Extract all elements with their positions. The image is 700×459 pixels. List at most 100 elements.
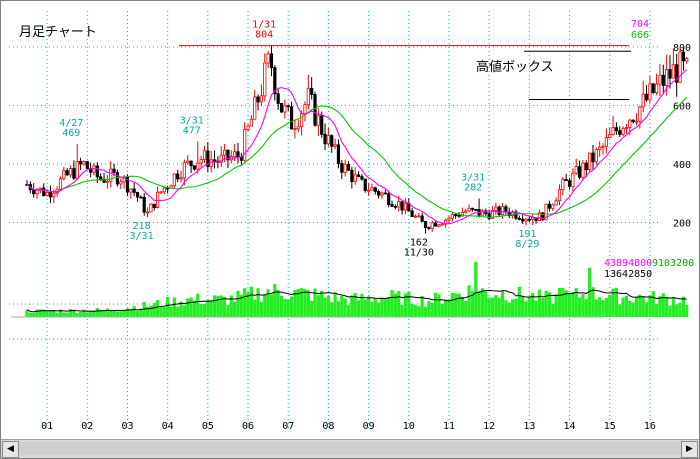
volume-bar <box>259 301 264 317</box>
candle-body <box>356 174 361 178</box>
scroll-track[interactable] <box>19 442 681 455</box>
volume-bar <box>527 296 531 317</box>
candle-body <box>179 177 183 180</box>
volume-bar <box>661 293 665 317</box>
volume-bar <box>176 306 180 317</box>
candle-body <box>119 181 123 185</box>
candle-body <box>373 187 377 192</box>
volume-bar <box>236 290 240 317</box>
volume-bar <box>447 299 451 317</box>
candle-body <box>387 193 391 205</box>
x-tick-label: 04 <box>162 421 174 432</box>
candle-body <box>42 187 46 196</box>
volume-bar <box>212 295 217 317</box>
volume-bar <box>390 289 394 317</box>
volume-bar <box>99 309 103 317</box>
candle-body <box>588 152 592 171</box>
chart-canvas: 01 02 03 04 05 06 07 08 09 10 11 12 13 14 15 16 200 400 60… <box>9 11 694 432</box>
volume-bar <box>397 291 401 317</box>
candle-body <box>601 145 605 148</box>
candle-body <box>554 200 558 206</box>
volume-bar <box>243 288 247 317</box>
x-tick-label: 01 <box>41 421 53 432</box>
candle-body <box>219 154 223 163</box>
candle-body <box>363 178 367 191</box>
volume-bar <box>474 261 478 317</box>
scroll-right-button[interactable]: ▶ <box>681 441 698 458</box>
candle-body <box>648 83 652 101</box>
volume-bar <box>313 288 317 317</box>
candle-body <box>380 192 384 196</box>
annotation-date: 3/31 <box>180 115 204 126</box>
volume-bar <box>62 312 66 317</box>
volume-bar <box>119 311 123 317</box>
volume-bar <box>233 301 237 317</box>
ma-short-label: 704 <box>631 19 649 30</box>
scroll-left-button[interactable]: ◀ <box>2 441 19 458</box>
volume-bar <box>467 285 471 317</box>
candle-body <box>256 96 260 103</box>
candle-body <box>474 208 478 211</box>
candle-body <box>544 203 548 221</box>
volume-bar <box>685 304 689 317</box>
volume-label-3: 13642850 <box>604 269 652 280</box>
candle-body <box>142 196 146 213</box>
volume-bar <box>611 288 615 317</box>
candle-body <box>289 106 294 130</box>
volume-bar <box>132 306 136 317</box>
volume-bar <box>678 302 682 317</box>
volume-bar <box>85 312 89 317</box>
candle-body <box>52 192 56 198</box>
candle-body <box>547 203 552 209</box>
volume-bar <box>537 289 541 317</box>
horizontal-scrollbar[interactable]: ◀ ▶ <box>1 439 699 458</box>
candle-body <box>129 188 133 193</box>
volume-bar <box>544 290 548 317</box>
candle-body <box>293 128 297 131</box>
volume-bar <box>423 306 428 317</box>
candle-body <box>685 58 689 62</box>
candle-body <box>58 178 63 190</box>
candle-body <box>196 162 200 170</box>
candle-body <box>65 170 69 176</box>
candle-body <box>266 53 270 64</box>
candle-body <box>233 151 237 158</box>
volume-ma-line <box>26 289 687 313</box>
x-tick-label: 05 <box>202 421 214 432</box>
volume-bar <box>655 304 659 317</box>
candle-body <box>206 150 210 168</box>
volume-bar <box>484 291 488 317</box>
x-tick-label: 14 <box>564 421 576 432</box>
volume-bar <box>531 292 535 317</box>
candle-body <box>68 168 73 176</box>
volume-bar <box>216 295 220 317</box>
volume-bar <box>226 305 230 317</box>
volume-bar <box>306 290 310 317</box>
candle-body <box>320 115 324 135</box>
volume-bar <box>202 303 207 317</box>
candle-body <box>450 214 454 219</box>
candle-body <box>246 125 250 131</box>
volume-bar <box>363 299 367 317</box>
candle-body <box>561 178 565 190</box>
candle-body <box>661 74 665 86</box>
volume-bar <box>279 296 284 317</box>
volume-bar <box>58 309 63 317</box>
box-label: 高値ボックス <box>476 60 554 75</box>
volume-bar <box>681 296 685 317</box>
candle-body <box>253 96 257 120</box>
volume-bar <box>497 297 501 317</box>
volume-bar <box>671 297 675 317</box>
candle-body <box>236 151 240 158</box>
x-tick-label: 10 <box>403 421 415 432</box>
volume-bar <box>356 300 361 317</box>
volume-bar <box>373 298 377 317</box>
volume-bar <box>490 297 495 317</box>
candle-body <box>433 222 438 227</box>
volume-bar <box>521 296 525 317</box>
volume-bar <box>289 296 294 317</box>
candle-body <box>99 176 103 180</box>
volume-bar <box>413 304 418 317</box>
volume-bar <box>149 305 153 317</box>
volume-bar <box>162 306 166 317</box>
